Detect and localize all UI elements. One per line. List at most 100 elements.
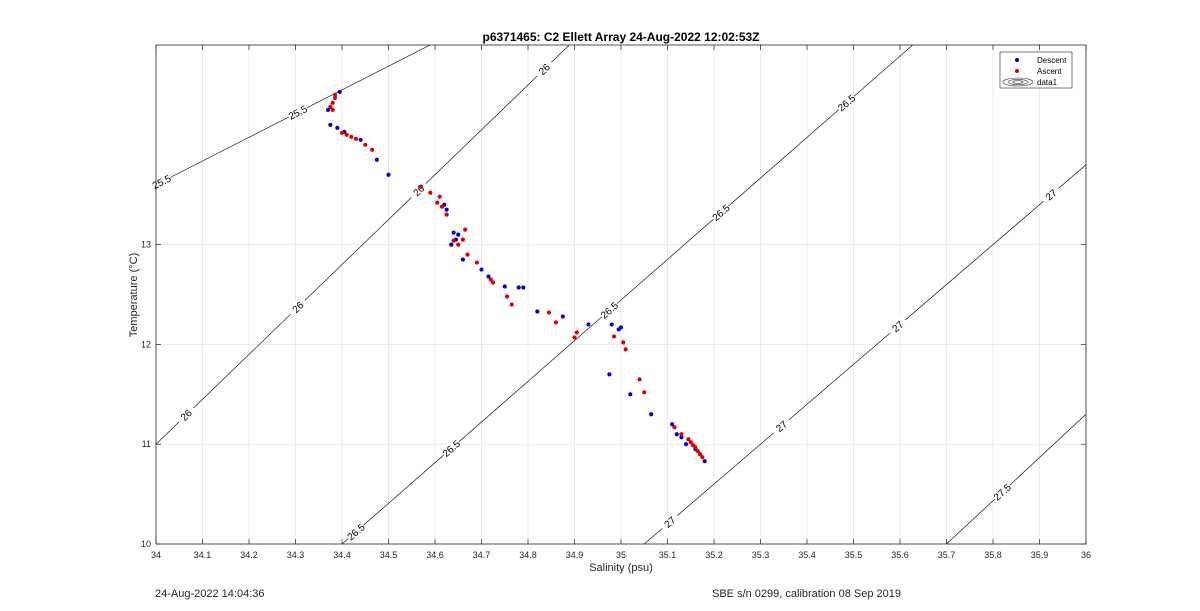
- point-ascent: [330, 107, 335, 112]
- point-ascent: [370, 147, 375, 152]
- contour-label-bg: [709, 201, 733, 224]
- point-descent: [479, 267, 484, 272]
- x-axis-label: Salinity (psu): [589, 562, 653, 574]
- point-ascent: [488, 277, 493, 282]
- chart-title: p6371465: C2 Ellett Array 24-Aug-2022 12…: [482, 30, 759, 44]
- contour-label-bg: [407, 179, 431, 202]
- contour-label-bg: [439, 437, 463, 460]
- x-tick-label: 34.1: [194, 550, 212, 560]
- contour-label-bg: [597, 299, 621, 322]
- point-descent: [325, 107, 331, 112]
- contour-label-bg: [658, 510, 682, 534]
- point-descent: [444, 207, 449, 212]
- point-ascent: [637, 377, 642, 382]
- point-ascent: [686, 437, 691, 442]
- x-tick-label: 34.6: [426, 550, 444, 560]
- point-ascent: [463, 227, 468, 232]
- x-tick-label: 35: [616, 550, 626, 560]
- y-tick-label: 10: [141, 539, 151, 549]
- point-descent: [386, 172, 391, 177]
- x-tick-label: 34.4: [333, 550, 351, 560]
- footer-timestamp: 24-Aug-2022 14:04:36: [155, 588, 265, 600]
- point-descent: [670, 422, 675, 427]
- y-tick-label: 13: [141, 240, 151, 250]
- point-ascent: [437, 194, 442, 199]
- point-descent: [702, 459, 707, 464]
- point-descent: [535, 309, 540, 314]
- x-tick-label: 35.3: [752, 550, 770, 560]
- point-ascent: [491, 280, 496, 285]
- point-ascent: [611, 334, 617, 339]
- point-ascent: [621, 340, 626, 345]
- x-tick-label: 34.8: [519, 550, 537, 560]
- y-axis-label: Temperature (°C): [128, 253, 140, 337]
- x-tick-label: 34.3: [287, 550, 305, 560]
- contour-line: [946, 414, 1086, 544]
- y-tick-label: 12: [141, 339, 151, 349]
- legend-label-ascent: Ascent: [1037, 67, 1062, 76]
- x-tick-label: 35.9: [1031, 550, 1049, 560]
- contour-label-bg: [286, 295, 310, 319]
- point-ascent: [418, 184, 424, 189]
- point-descent: [628, 392, 633, 397]
- point-ascent: [553, 320, 559, 325]
- contour-label-bg: [835, 91, 859, 114]
- point-ascent: [693, 445, 698, 450]
- legend-box: [999, 51, 1073, 89]
- point-descent: [674, 432, 679, 437]
- point-ascent: [572, 335, 577, 340]
- x-tick-label: 34.2: [240, 550, 258, 560]
- footer-calibration: SBE s/n 0299, calibration 08 Sep 2019: [712, 588, 901, 600]
- point-ascent: [623, 347, 628, 352]
- contour-line: [156, 45, 431, 186]
- contour-label-bg: [532, 57, 556, 81]
- point-descent: [560, 314, 565, 319]
- point-ascent: [679, 432, 684, 437]
- x-tick-label: 34.9: [566, 550, 584, 560]
- x-tick-label: 35.5: [845, 550, 863, 560]
- point-ascent: [339, 130, 345, 135]
- data-points: [325, 89, 707, 464]
- legend-marker-ascent: [1015, 69, 1019, 73]
- y-axis-ticks: 10 11 12 13: [141, 240, 1086, 549]
- x-tick-label: 35.1: [659, 550, 677, 560]
- point-descent: [521, 285, 526, 290]
- point-ascent: [474, 260, 479, 265]
- point-ascent: [574, 330, 579, 335]
- point-descent: [607, 372, 612, 377]
- contour-label-bg: [174, 403, 198, 427]
- contour-label-bg: [769, 415, 793, 438]
- point-ascent: [428, 190, 433, 195]
- point-descent: [679, 435, 684, 440]
- point-descent: [618, 325, 624, 330]
- density-contour-labels: 25.525.52626262626.526.526.526.526.52727…: [149, 57, 1063, 543]
- point-ascent: [444, 212, 449, 217]
- point-ascent: [509, 302, 514, 307]
- point-ascent: [695, 449, 700, 454]
- x-tick-label: 34.7: [473, 550, 491, 560]
- point-ascent: [332, 95, 338, 100]
- contour-label-bg: [1039, 183, 1063, 206]
- contour-label-bg: [286, 102, 310, 123]
- contour-label-bg: [886, 315, 910, 338]
- grid-lines: [156, 45, 1086, 544]
- point-ascent: [688, 440, 693, 445]
- point-descent: [451, 230, 456, 235]
- point-ascent: [546, 310, 552, 315]
- point-descent: [486, 274, 491, 279]
- point-ascent: [456, 242, 461, 247]
- point-ascent: [332, 92, 338, 97]
- point-descent: [684, 442, 689, 447]
- x-tick-label: 35.4: [798, 550, 816, 560]
- legend-label-contours: data1: [1037, 78, 1058, 87]
- point-descent: [586, 322, 591, 327]
- point-ascent: [435, 200, 440, 205]
- point-ascent: [330, 100, 335, 105]
- point-ascent: [353, 136, 359, 141]
- point-descent: [609, 322, 614, 327]
- x-tick-label: 35.6: [891, 550, 909, 560]
- point-descent: [516, 285, 521, 290]
- legend: Descent Ascent data1: [999, 51, 1073, 89]
- point-ascent: [697, 452, 703, 457]
